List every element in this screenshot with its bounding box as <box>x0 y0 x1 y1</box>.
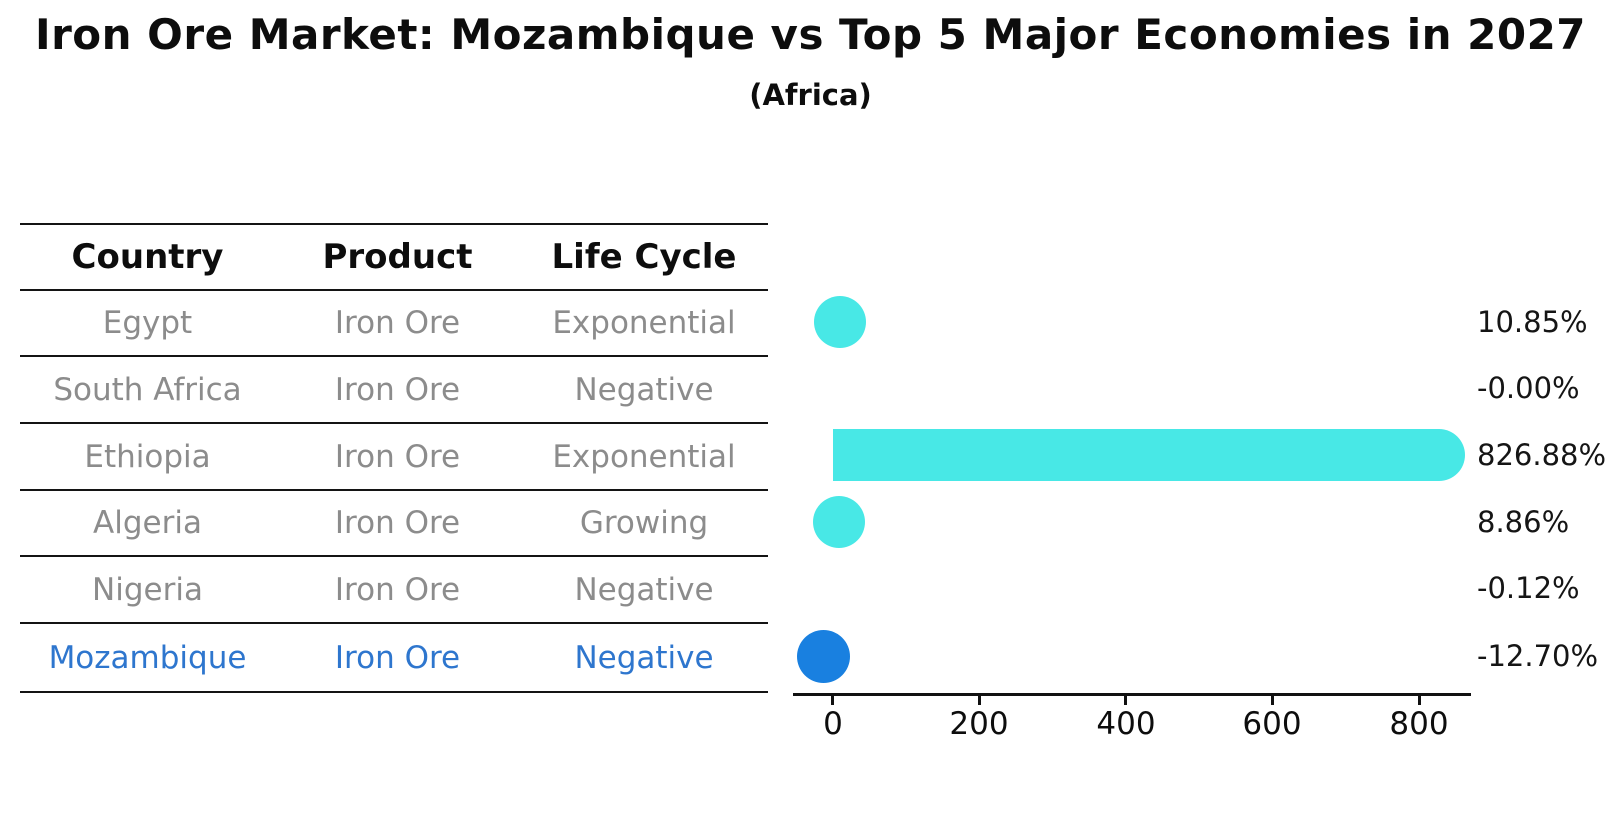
x-tick-label-0: 0 <box>823 706 843 742</box>
x-tick-label-600: 600 <box>1242 706 1302 742</box>
table-row-south-africa: South Africa Iron Ore Negative <box>20 355 768 422</box>
value-label-mozambique: -12.70% <box>1477 639 1599 673</box>
table-row-egypt: Egypt Iron Ore Exponential <box>20 289 768 355</box>
cell-product: Iron Ore <box>334 639 461 676</box>
x-tick-200 <box>978 696 981 705</box>
table-header-row: Country Product Life Cycle <box>20 223 768 289</box>
bar-algeria <box>813 496 865 548</box>
value-label-south-africa: -0.00% <box>1477 371 1580 405</box>
cell-country: Mozambique <box>48 639 247 676</box>
x-tick-600 <box>1271 696 1274 705</box>
x-tick-0 <box>831 696 834 705</box>
x-tick-label-400: 400 <box>1096 706 1156 742</box>
x-tick-label-200: 200 <box>949 706 1009 742</box>
column-header-country: Country <box>71 237 224 277</box>
cell-product: Iron Ore <box>334 505 461 541</box>
cell-life-cycle: Negative <box>574 371 714 408</box>
cell-product: Iron Ore <box>334 371 461 408</box>
cell-life-cycle: Negative <box>574 639 714 676</box>
x-axis-line <box>793 693 1471 696</box>
page-title: Iron Ore Market: Mozambique vs Top 5 Maj… <box>34 10 1587 59</box>
cell-country: Algeria <box>93 505 202 541</box>
table-row-mozambique: Mozambique Iron Ore Negative <box>20 622 768 691</box>
bar-ethiopia <box>833 429 1465 481</box>
cell-product: Iron Ore <box>334 438 461 475</box>
page-subtitle: (Africa) <box>749 78 872 112</box>
cell-life-cycle: Exponential <box>552 305 736 341</box>
x-tick-400 <box>1124 696 1127 705</box>
cell-country: South Africa <box>53 371 242 408</box>
table-row-nigeria: Nigeria Iron Ore Negative <box>20 555 768 622</box>
cell-life-cycle: Negative <box>574 571 714 608</box>
country-table: Country Product Life Cycle Egypt Iron Or… <box>20 223 768 693</box>
cell-country: Ethiopia <box>84 438 211 475</box>
table-row-ethiopia: Ethiopia Iron Ore Exponential <box>20 422 768 489</box>
x-tick-label-800: 800 <box>1389 706 1449 742</box>
value-label-egypt: 10.85% <box>1477 305 1588 339</box>
value-label-ethiopia: 826.88% <box>1477 438 1607 472</box>
cell-life-cycle: Exponential <box>552 438 736 475</box>
value-label-algeria: 8.86% <box>1477 505 1570 539</box>
value-label-nigeria: -0.12% <box>1477 571 1580 605</box>
cell-country: Egypt <box>102 305 193 341</box>
bar-mozambique <box>797 630 850 683</box>
table-row-algeria: Algeria Iron Ore Growing <box>20 489 768 555</box>
cell-life-cycle: Growing <box>579 505 709 541</box>
cell-product: Iron Ore <box>334 305 461 341</box>
column-header-life-cycle: Life Cycle <box>551 237 737 277</box>
x-tick-800 <box>1418 696 1421 705</box>
cell-country: Nigeria <box>92 571 203 608</box>
cell-product: Iron Ore <box>334 571 461 608</box>
column-header-product: Product <box>322 237 473 277</box>
bar-egypt <box>814 296 866 348</box>
